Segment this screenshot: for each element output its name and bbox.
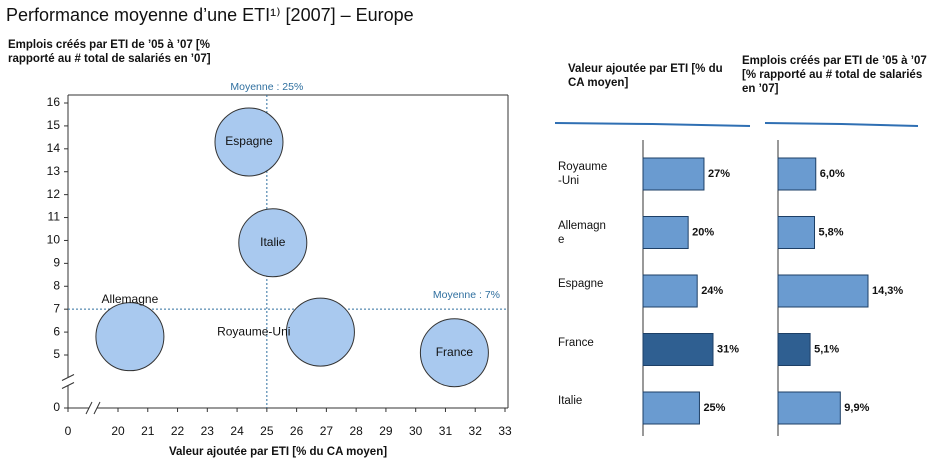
bar — [777, 157, 817, 191]
x-tick-label: 20 — [111, 424, 125, 438]
bar-value-label: 25% — [703, 402, 725, 414]
bar-chart-title: Emplois créés par ETI de ’05 à ’07 [% ra… — [742, 55, 927, 95]
bar — [777, 216, 816, 249]
category-label: Royaume-Uni — [558, 161, 608, 187]
y-tick-label: 16 — [47, 95, 61, 109]
x-tick-label: 22 — [171, 424, 185, 438]
bar-value-label: 20% — [692, 226, 714, 238]
y-tick-label: 12 — [47, 187, 61, 201]
x-tick-label: 25 — [260, 424, 274, 438]
header-line — [554, 122, 751, 127]
x-tick-label: 32 — [469, 424, 483, 438]
y-tick-label: 10 — [47, 233, 61, 247]
bubble — [95, 302, 165, 372]
bubble-label: Allemagne — [102, 292, 159, 306]
category-label: Italie — [558, 395, 583, 407]
reference-label: Moyenne : 7% — [433, 289, 500, 301]
bar-chart-title: Valeur ajoutée par ETI [% du CA moyen] — [568, 63, 723, 89]
bubble-label: Royaume-Uni — [217, 324, 290, 338]
y-axis-label: Emplois créés par ETI de ’05 à ’07 [% ra… — [8, 39, 211, 65]
category-label: Allemagne — [558, 219, 606, 246]
bar — [777, 274, 869, 308]
bar-value-label: 5,1% — [814, 343, 839, 355]
x-tick-label: 29 — [379, 424, 393, 438]
x-tick-label: 23 — [201, 424, 215, 438]
reference-label: Moyenne : 25% — [230, 81, 303, 93]
y-tick-label: 0 — [53, 400, 60, 414]
y-tick-label: 9 — [53, 256, 60, 270]
bar — [642, 216, 689, 249]
bar-value-label: 14,3% — [872, 285, 903, 297]
x-tick-label: 33 — [498, 424, 512, 438]
x-tick-label: 0 — [65, 424, 72, 438]
x-tick-label: 30 — [409, 424, 423, 438]
y-tick-label: 13 — [47, 164, 61, 178]
y-tick-label: 8 — [53, 278, 60, 292]
header-line — [764, 122, 919, 127]
axis-break — [85, 401, 101, 415]
x-tick-label: 28 — [349, 424, 363, 438]
page-title: Performance moyenne d’une ETI¹⁾ [2007] –… — [6, 5, 414, 25]
bar — [642, 157, 705, 191]
x-axis-label: Valeur ajoutée par ETI [% du CA moyen] — [169, 446, 387, 458]
bubble — [419, 318, 489, 388]
x-tick-label: 27 — [320, 424, 334, 438]
bubble — [238, 208, 308, 278]
x-tick-label: 26 — [290, 424, 304, 438]
axis-break — [62, 377, 74, 386]
bubble — [285, 297, 355, 367]
bar — [777, 333, 811, 366]
bubble-label: France — [436, 345, 474, 359]
y-tick-label: 7 — [53, 301, 60, 315]
bubble-label: Italie — [260, 235, 286, 249]
bar-value-label: 9,9% — [844, 402, 869, 414]
y-tick-label: 11 — [48, 210, 61, 224]
y-tick-label: 14 — [47, 141, 61, 155]
x-tick-label: 21 — [141, 424, 155, 438]
bar-value-label: 6,0% — [820, 168, 845, 180]
axis-break — [89, 402, 97, 414]
bar — [642, 333, 714, 366]
y-tick-label: 15 — [47, 118, 61, 132]
bar-value-label: 5,8% — [819, 226, 844, 238]
x-tick-label: 31 — [439, 424, 453, 438]
category-label: Espagne — [558, 278, 604, 290]
bar — [642, 391, 700, 425]
y-tick-label: 5 — [53, 347, 60, 361]
bar-value-label: 24% — [701, 285, 723, 297]
bar-value-label: 27% — [708, 168, 730, 180]
axis-break — [61, 374, 75, 389]
bubble-label: Espagne — [225, 134, 273, 148]
bar-value-label: 31% — [717, 343, 739, 355]
bubble — [214, 107, 284, 177]
x-tick-label: 24 — [230, 424, 244, 438]
bar — [642, 274, 698, 308]
bar — [777, 391, 841, 425]
y-tick-label: 6 — [53, 324, 60, 338]
category-label: France — [558, 336, 594, 349]
